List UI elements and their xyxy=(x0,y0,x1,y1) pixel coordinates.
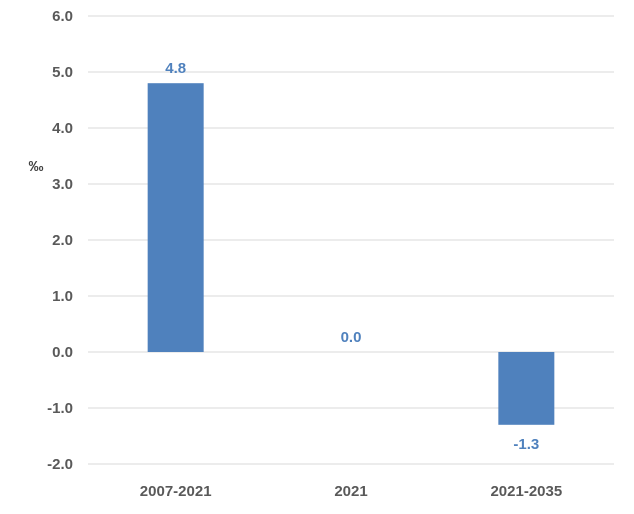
y-tick-label: 1.0 xyxy=(52,288,73,305)
x-category-label: 2021 xyxy=(334,483,367,500)
data-label: 0.0 xyxy=(341,329,362,346)
data-label: -1.3 xyxy=(513,436,539,453)
x-category-label: 2021-2035 xyxy=(490,483,562,500)
data-label: 4.8 xyxy=(165,60,186,77)
y-axis-label: ‰ xyxy=(29,158,44,175)
x-axis-categories: 2007-2021 2021 2021-2035 xyxy=(140,483,562,500)
data-labels: 4.8 0.0 -1.3 xyxy=(165,60,539,453)
y-tick-label: -2.0 xyxy=(47,456,73,473)
x-category-label: 2007-2021 xyxy=(140,483,212,500)
y-tick-label: -1.0 xyxy=(47,400,73,417)
y-tick-label: 5.0 xyxy=(52,64,73,81)
y-tick-label: 6.0 xyxy=(52,8,73,25)
y-tick-label: 4.0 xyxy=(52,120,73,137)
bar-2007-2021 xyxy=(147,83,204,352)
y-tick-label: 2.0 xyxy=(52,232,73,249)
y-axis-ticks: 6.0 5.0 4.0 3.0 2.0 1.0 0.0 -1.0 -2.0 xyxy=(47,8,73,473)
y-tick-label: 3.0 xyxy=(52,176,73,193)
bar-2021-2035 xyxy=(498,352,555,425)
bars xyxy=(147,83,555,425)
y-tick-label: 0.0 xyxy=(52,344,73,361)
